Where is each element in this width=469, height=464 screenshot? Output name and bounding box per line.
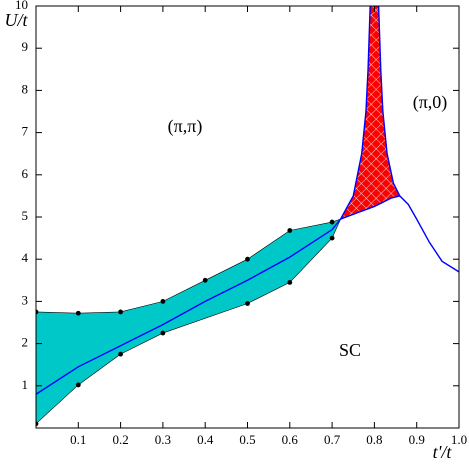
data-point bbox=[36, 421, 39, 427]
data-point bbox=[287, 228, 293, 233]
boundary-line bbox=[377, 6, 459, 273]
data-point bbox=[118, 351, 123, 357]
data-point bbox=[287, 280, 293, 285]
y-tick-label: 5 bbox=[22, 208, 29, 223]
data-point bbox=[160, 299, 166, 304]
data-point bbox=[75, 310, 81, 316]
y-tick-label: 9 bbox=[22, 39, 29, 54]
boundary-line bbox=[36, 218, 342, 395]
data-point bbox=[329, 235, 335, 241]
x-tick-label: 0.1 bbox=[70, 432, 86, 447]
region-label: (π,π) bbox=[168, 116, 203, 137]
x-tick-label: 0.7 bbox=[324, 432, 341, 447]
boundary-line bbox=[339, 6, 371, 220]
data-point bbox=[36, 309, 39, 315]
region bbox=[339, 6, 401, 220]
x-tick-label: 0.8 bbox=[366, 432, 382, 447]
x-tick-label: 0.3 bbox=[155, 432, 171, 447]
data-point bbox=[245, 301, 250, 306]
x-tick-label: 1.0 bbox=[451, 432, 467, 447]
y-tick-label: 1 bbox=[22, 377, 29, 392]
boundary-line bbox=[340, 195, 400, 220]
y-tick-label: 6 bbox=[22, 166, 29, 181]
x-tick-label: 0.6 bbox=[282, 432, 299, 447]
x-tick-label: 0.4 bbox=[197, 432, 214, 447]
data-point bbox=[75, 382, 81, 388]
y-tick-label: 4 bbox=[22, 250, 29, 265]
y-tick-label: 2 bbox=[22, 335, 29, 350]
y-tick-label: 3 bbox=[22, 292, 29, 307]
plot-area bbox=[36, 6, 459, 427]
region-label: SC bbox=[339, 340, 361, 360]
y-tick-label: 10 bbox=[15, 0, 28, 12]
data-point bbox=[245, 256, 250, 262]
data-point bbox=[329, 219, 335, 225]
y-axis-label: U/t bbox=[4, 10, 28, 30]
y-tick-label: 8 bbox=[22, 81, 29, 96]
region-label: (π,0) bbox=[413, 92, 448, 113]
data-point bbox=[118, 309, 123, 315]
region bbox=[36, 218, 342, 425]
x-tick-label: 0.9 bbox=[409, 432, 425, 447]
data-point bbox=[160, 330, 166, 336]
data-point bbox=[202, 277, 208, 283]
y-tick-label: 7 bbox=[22, 124, 29, 139]
x-tick-label: 0.2 bbox=[112, 432, 128, 447]
x-tick-label: 0.5 bbox=[239, 432, 255, 447]
x-axis-label: t'/t bbox=[433, 442, 453, 462]
